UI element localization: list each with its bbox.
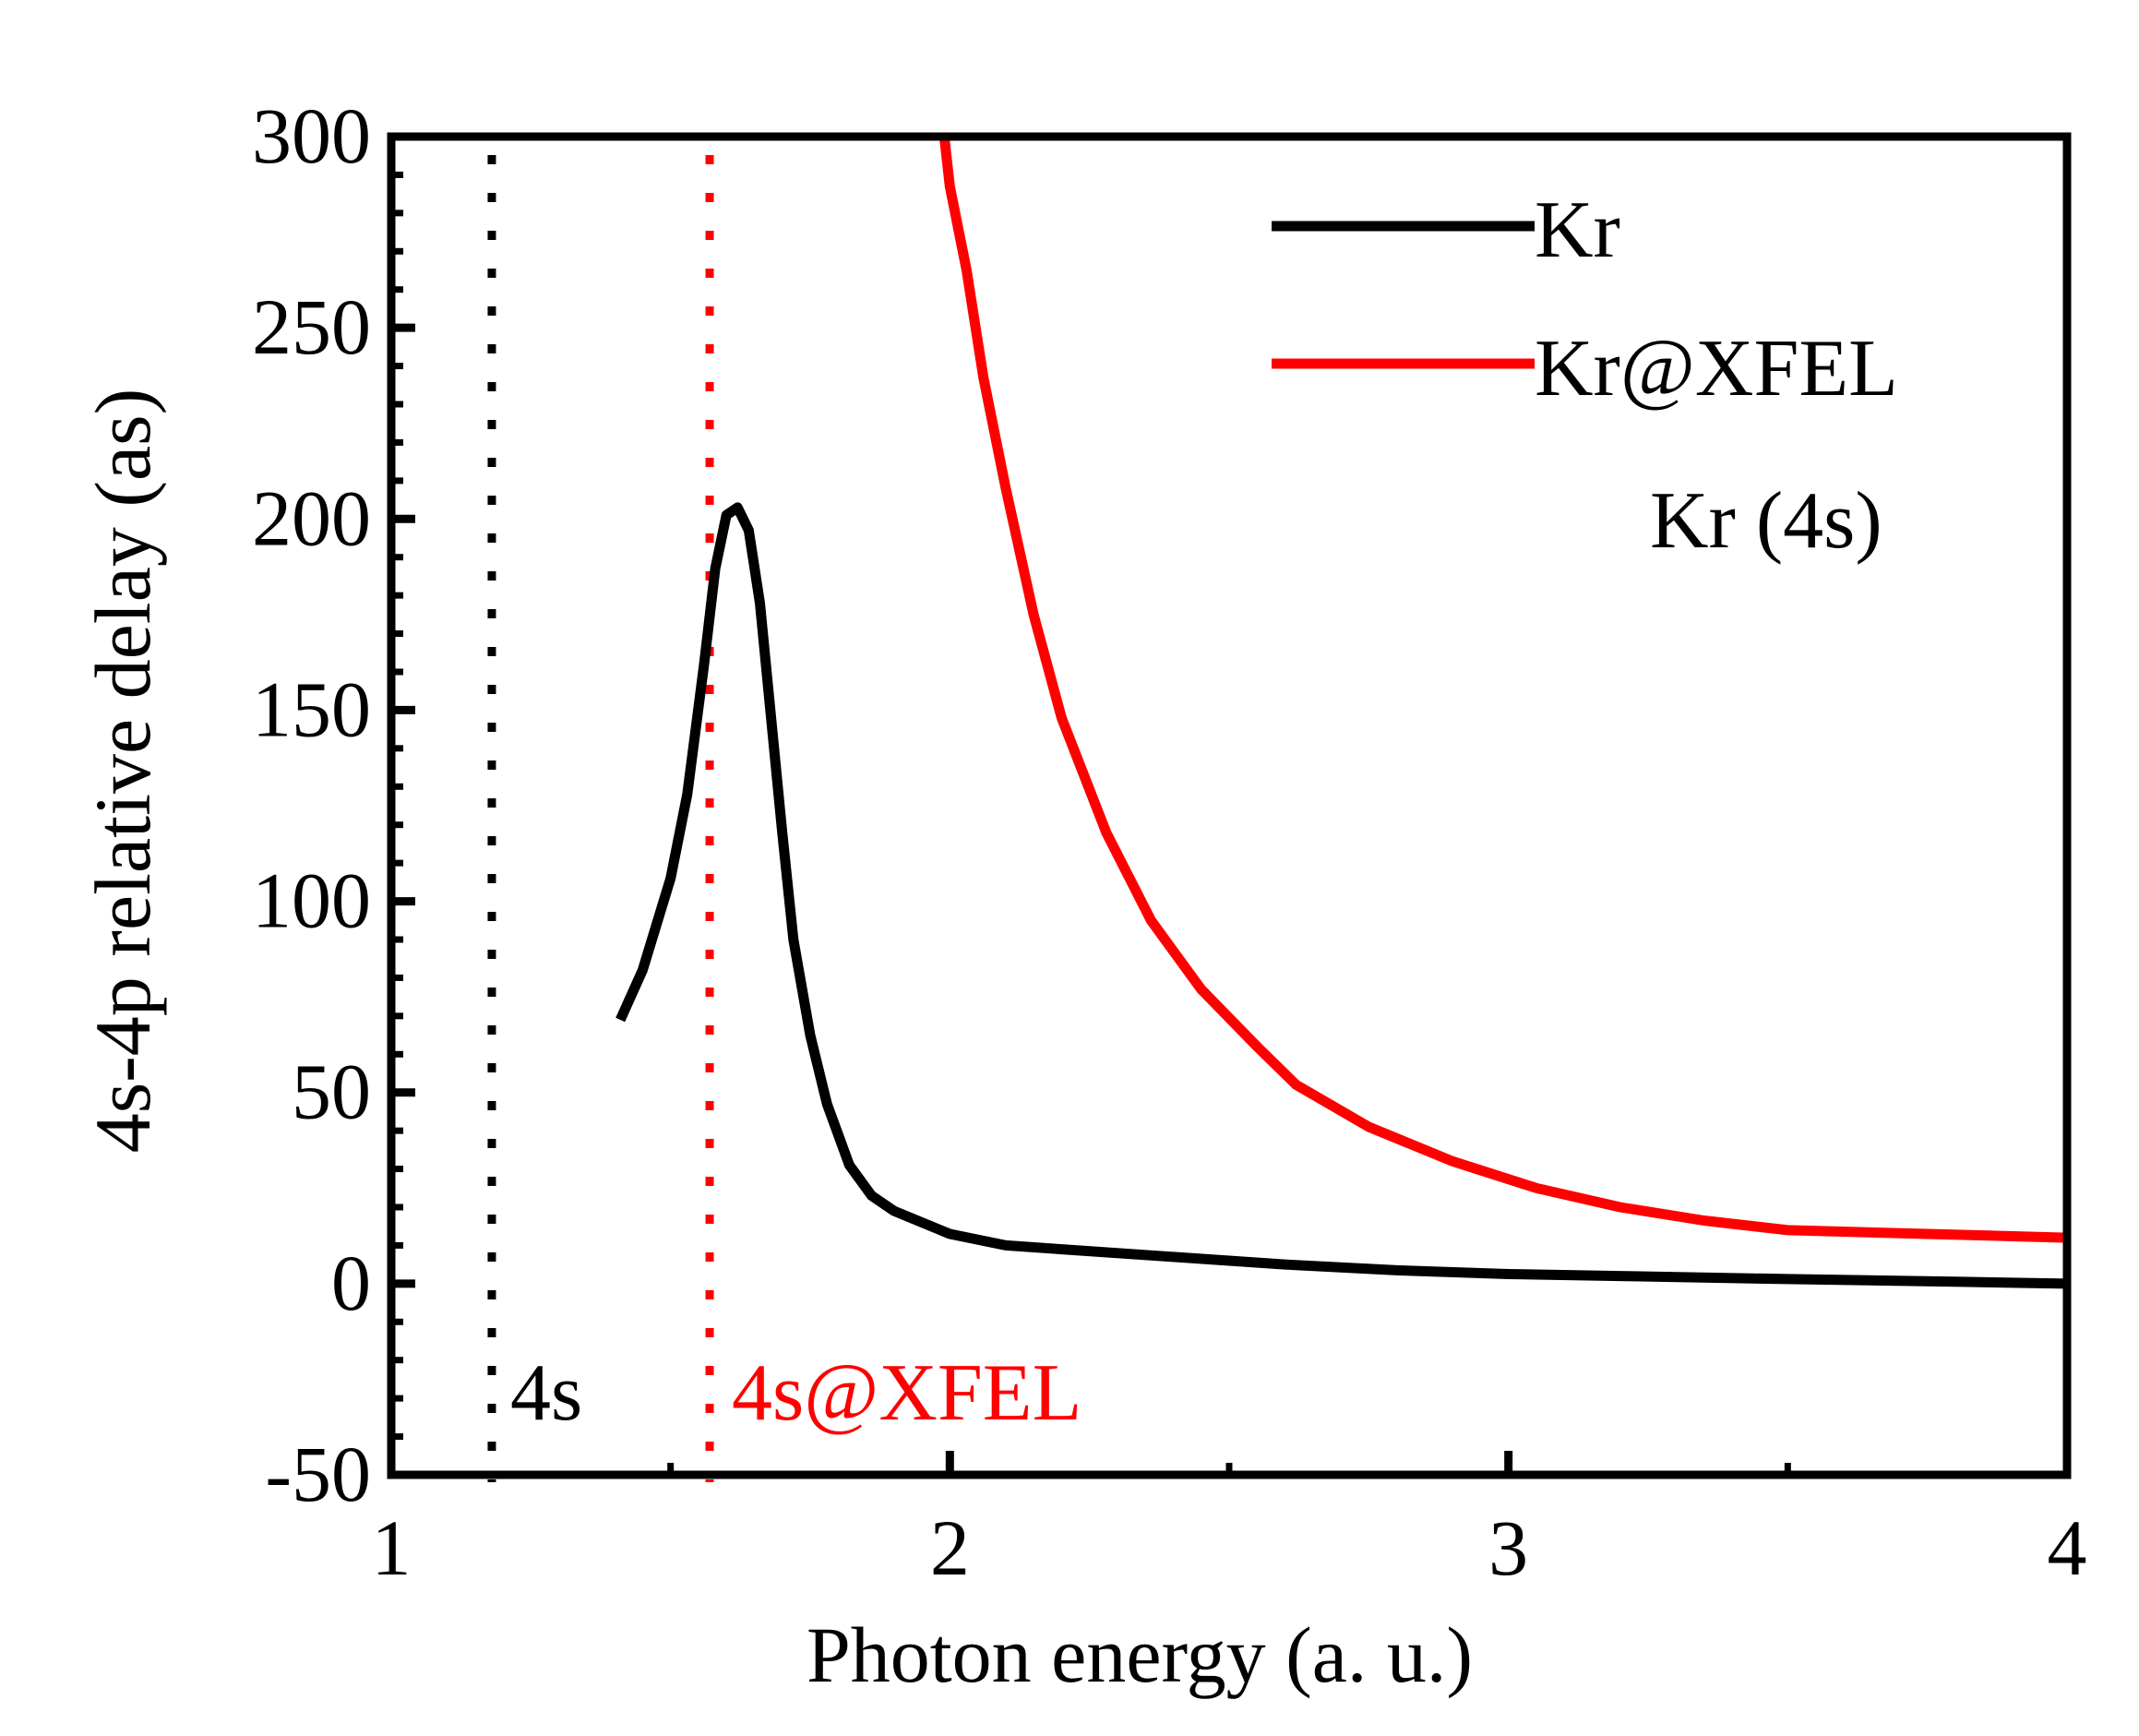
x-tick-label: 1 [372, 1503, 412, 1592]
y-axis-label: 4s-4p relative delay (as) [78, 389, 167, 1154]
series-line-kr [615, 502, 2067, 1289]
panel-label: Kr (4s) [1650, 476, 1882, 566]
y-tick-label: -50 [265, 1430, 371, 1518]
legend: Kr Kr@XFEL [1272, 186, 1898, 413]
axis-ticks [387, 132, 2072, 1479]
legend-label-kr-xfel: Kr@XFEL [1535, 324, 1898, 413]
y-tick-label: 150 [252, 664, 371, 753]
y-tick-label: 300 [252, 91, 371, 180]
y-tick-label: 100 [252, 856, 371, 945]
y-tick-label: 50 [292, 1048, 371, 1136]
x-tick-label: 2 [930, 1503, 970, 1592]
threshold-lines: 4s 4s@XFEL [487, 155, 1081, 1482]
y-tick-label: 250 [252, 282, 371, 371]
legend-label-kr: Kr [1535, 186, 1620, 275]
x-axis-label: Photon energy (a. u.) [807, 1610, 1473, 1699]
y-tick-label: 0 [331, 1239, 371, 1327]
x-tick-label: 3 [1488, 1503, 1528, 1592]
threshold-label-4s: 4s [510, 1348, 582, 1438]
tick-labels: -50 0 50 100 150 200 250 300 1 2 3 4 [252, 91, 2087, 1592]
y-tick-label: 200 [252, 473, 371, 562]
x-tick-label: 4 [2048, 1503, 2087, 1592]
threshold-label-4s-xfel: 4s@XFEL [732, 1348, 1081, 1438]
series-lines [615, 137, 2067, 1289]
series-line-kr-xfel [938, 137, 2067, 1243]
